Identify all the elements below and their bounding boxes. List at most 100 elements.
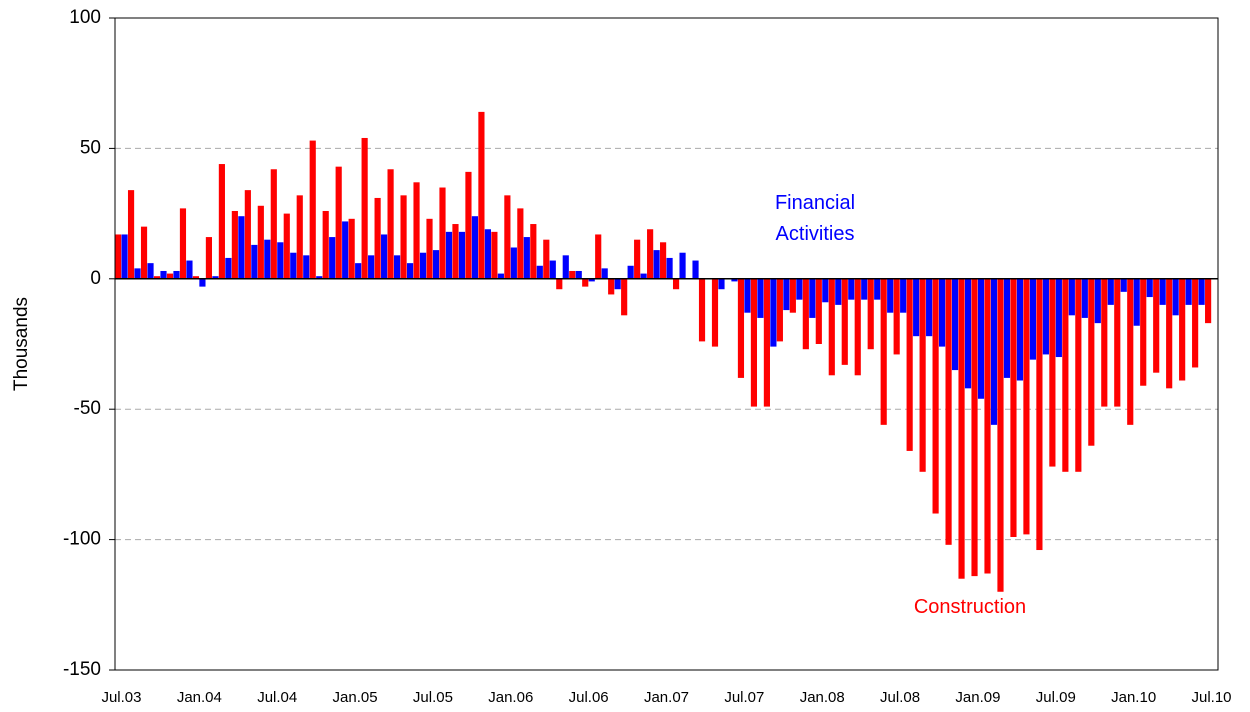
x-tick-label: Jan.05 bbox=[333, 689, 378, 706]
bar bbox=[822, 278, 829, 303]
bar bbox=[835, 278, 842, 305]
bar bbox=[627, 265, 634, 279]
bar bbox=[510, 247, 517, 279]
bar bbox=[621, 278, 628, 316]
bar bbox=[419, 252, 427, 279]
bar bbox=[893, 278, 900, 355]
bar bbox=[1205, 278, 1212, 324]
bar bbox=[445, 231, 453, 279]
x-tick-label: Jul.09 bbox=[1036, 689, 1076, 706]
bar bbox=[549, 260, 556, 279]
bar bbox=[257, 205, 264, 279]
bar bbox=[984, 278, 991, 574]
bar bbox=[1198, 278, 1205, 305]
bar bbox=[381, 234, 388, 279]
bar bbox=[121, 234, 128, 279]
bar bbox=[828, 278, 835, 376]
bar bbox=[134, 268, 141, 279]
bar bbox=[971, 278, 978, 577]
bar bbox=[329, 237, 336, 279]
bar bbox=[406, 263, 414, 279]
bar bbox=[848, 278, 855, 300]
x-tick-label: Jul.06 bbox=[569, 689, 609, 706]
bar bbox=[147, 263, 154, 279]
bar bbox=[809, 278, 816, 318]
series-label: Construction bbox=[913, 596, 1027, 618]
bar bbox=[212, 276, 219, 279]
bar bbox=[595, 234, 602, 279]
y-tick-label: 100 bbox=[69, 7, 101, 28]
bar bbox=[1159, 278, 1166, 305]
bar bbox=[393, 255, 401, 279]
bar bbox=[153, 276, 161, 279]
bar bbox=[199, 278, 206, 287]
bar bbox=[1068, 278, 1075, 316]
bar bbox=[711, 278, 719, 347]
bar bbox=[218, 164, 225, 279]
bar bbox=[342, 221, 349, 279]
bar bbox=[192, 276, 200, 279]
bar bbox=[452, 224, 459, 279]
bar bbox=[1133, 278, 1140, 326]
bar bbox=[231, 210, 238, 279]
bar bbox=[796, 278, 803, 300]
bar bbox=[471, 216, 479, 279]
bar bbox=[1114, 278, 1121, 407]
bar bbox=[556, 278, 563, 290]
bar bbox=[640, 273, 647, 279]
bar bbox=[1010, 278, 1017, 537]
bar bbox=[536, 265, 543, 279]
bar bbox=[582, 278, 589, 287]
bar bbox=[660, 242, 667, 279]
bar bbox=[303, 255, 310, 279]
bar bbox=[575, 270, 582, 279]
bar bbox=[854, 278, 861, 376]
bar bbox=[186, 260, 193, 279]
bar bbox=[439, 187, 446, 279]
bar bbox=[290, 252, 297, 279]
bar bbox=[1062, 278, 1069, 472]
bar bbox=[926, 278, 933, 337]
bar bbox=[478, 111, 485, 279]
bar bbox=[919, 278, 926, 472]
bar bbox=[465, 171, 472, 279]
bar bbox=[1107, 278, 1114, 305]
bar bbox=[815, 278, 822, 344]
bar bbox=[504, 195, 511, 279]
bar bbox=[887, 278, 894, 313]
bar bbox=[939, 278, 946, 347]
bar bbox=[951, 278, 959, 371]
bar bbox=[270, 169, 277, 279]
bar bbox=[1140, 278, 1147, 386]
bar bbox=[1192, 278, 1199, 368]
bar bbox=[997, 278, 1004, 592]
bar bbox=[309, 140, 316, 279]
bar bbox=[491, 231, 498, 279]
bar bbox=[958, 278, 965, 579]
bar bbox=[368, 255, 375, 279]
bar bbox=[1094, 278, 1101, 324]
plot-border bbox=[114, 17, 1219, 671]
bar bbox=[484, 229, 491, 279]
bar bbox=[945, 278, 952, 545]
bar bbox=[906, 278, 913, 451]
bar bbox=[160, 270, 167, 279]
bar bbox=[277, 242, 284, 279]
x-tick-label: Jul.08 bbox=[880, 689, 920, 706]
bar bbox=[426, 218, 433, 279]
bar bbox=[1166, 278, 1173, 389]
bar bbox=[1036, 278, 1043, 551]
bar bbox=[413, 182, 420, 279]
bar bbox=[900, 278, 907, 313]
bar bbox=[763, 278, 770, 407]
bar bbox=[1120, 278, 1127, 292]
bar bbox=[783, 278, 790, 311]
bar bbox=[458, 231, 466, 279]
bar bbox=[977, 278, 985, 399]
bar bbox=[802, 278, 809, 350]
bar bbox=[127, 190, 135, 279]
bar bbox=[757, 278, 764, 318]
bar bbox=[880, 278, 887, 425]
